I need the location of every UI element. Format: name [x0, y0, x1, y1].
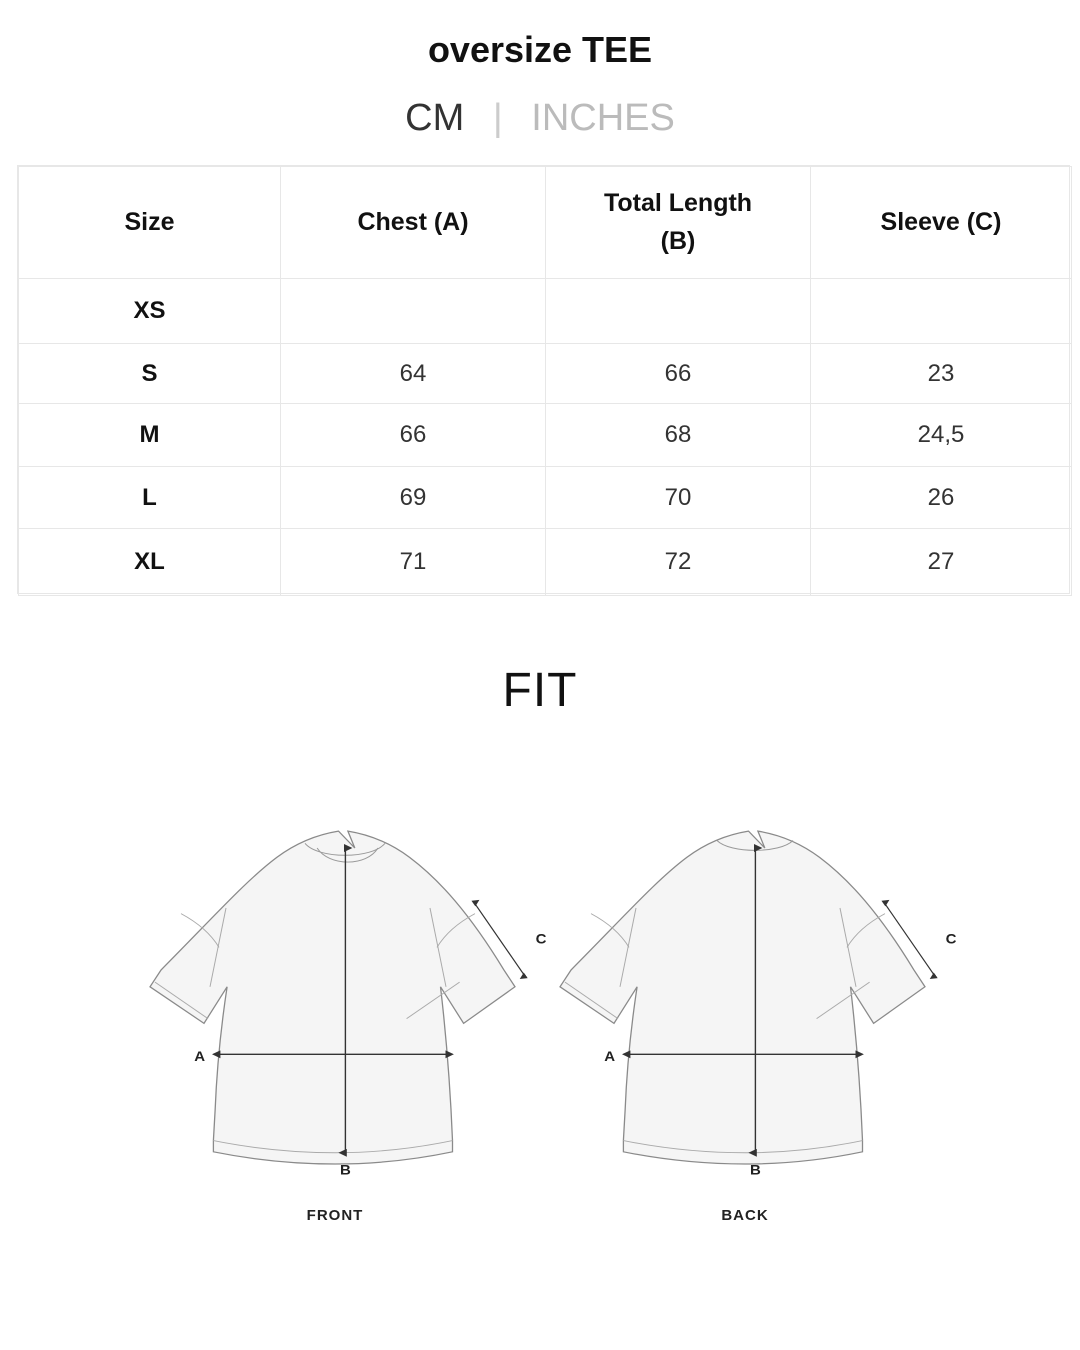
svg-text:C: C	[946, 932, 957, 947]
svg-text:A: A	[194, 1049, 205, 1064]
svg-text:A: A	[604, 1049, 615, 1064]
svg-text:B: B	[340, 1163, 351, 1178]
svg-text:B: B	[750, 1163, 761, 1178]
